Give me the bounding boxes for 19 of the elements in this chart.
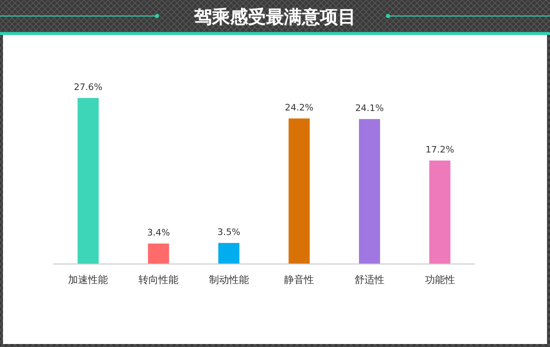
bar: [429, 160, 450, 264]
x-tick-label: 制动性能: [208, 274, 249, 286]
bar: [218, 242, 240, 264]
x-tick-label: 转向性能: [138, 274, 178, 286]
chart-title: 驾乘感受最满意项目: [193, 7, 356, 28]
x-tick-label: 加速性能: [68, 274, 108, 286]
data-label: 24.2%: [284, 103, 314, 114]
data-label: 17.2%: [426, 146, 455, 156]
data-label: 27.6%: [74, 83, 103, 93]
data-label: 24.1%: [355, 104, 384, 114]
x-tick-label: 舒适性: [354, 274, 384, 286]
bar: [358, 119, 380, 264]
bar: [288, 118, 310, 264]
bar: [78, 98, 99, 264]
bar: [148, 244, 170, 264]
data-label: 3.5%: [217, 228, 241, 238]
x-tick-label: 静音性: [284, 274, 314, 286]
x-tick-label: 功能性: [424, 274, 455, 286]
data-label: 3.4%: [147, 228, 170, 239]
